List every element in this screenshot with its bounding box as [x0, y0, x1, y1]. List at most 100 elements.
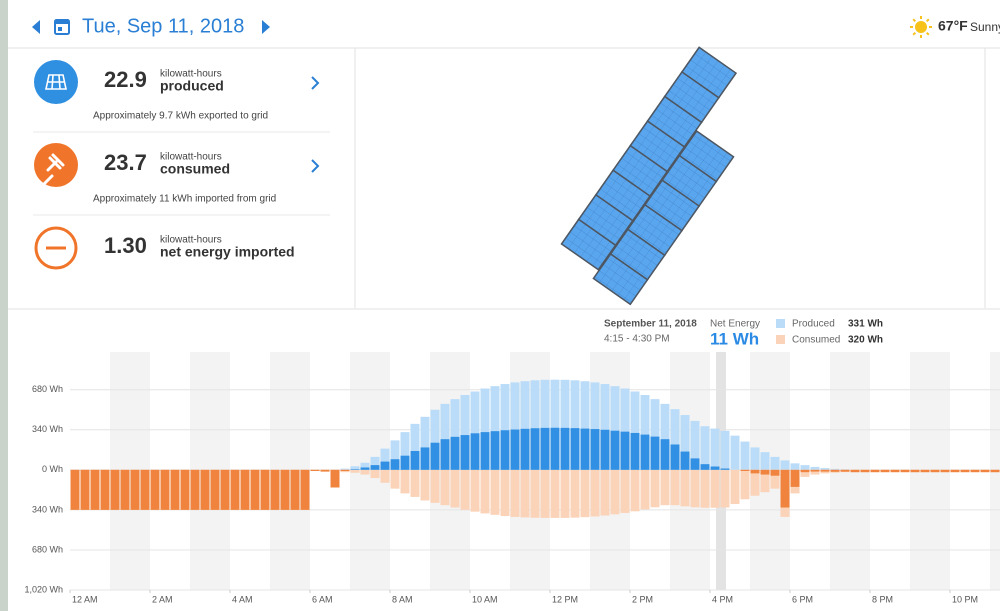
bar: [170, 469, 180, 510]
bar: [140, 469, 150, 510]
bar: [390, 469, 400, 489]
bar: [670, 444, 680, 470]
bar: [520, 428, 530, 470]
stat-unit: kilowatt-hours: [160, 235, 222, 246]
bar: [510, 469, 520, 517]
bar: [580, 428, 590, 470]
bar: [550, 469, 560, 518]
bar: [110, 469, 120, 510]
bar: [550, 379, 560, 470]
bar: [590, 469, 600, 517]
bar: [600, 469, 610, 516]
stat-consumed[interactable]: 23.7 kilowatt-hours consumed Approximate…: [34, 143, 320, 205]
solar-array: [560, 46, 738, 306]
bars: [70, 379, 1000, 518]
bar: [200, 469, 210, 510]
bar: [350, 469, 360, 470]
bar: [480, 469, 490, 514]
bar: [570, 380, 580, 470]
bar: [450, 469, 460, 508]
bar: [610, 386, 620, 470]
bar: [430, 409, 440, 470]
bar: [660, 439, 670, 470]
panel: [678, 129, 735, 183]
bar: [260, 469, 270, 510]
bar: [180, 469, 190, 510]
plug-glyph: [42, 153, 65, 186]
bar: [350, 469, 360, 473]
bar: [800, 465, 810, 470]
bar: [530, 469, 540, 518]
axes: 680 Wh 340 Wh 0 Wh 340 Wh 680 Wh 1,020 Wh 12 A…: [24, 384, 978, 604]
bar: [730, 435, 740, 470]
bar: [620, 469, 630, 513]
bar: [710, 428, 720, 470]
next-day[interactable]: [262, 20, 270, 34]
bar: [490, 431, 500, 470]
bar: [710, 466, 720, 470]
tooltip-net-value: 11 Wh: [710, 329, 759, 348]
bar: [540, 469, 550, 518]
bar: [360, 462, 370, 470]
bar: [840, 469, 850, 472]
bar: [530, 380, 540, 470]
bar: [500, 384, 510, 470]
bar: [750, 469, 760, 496]
bar: [310, 469, 320, 471]
bar: [430, 469, 440, 503]
stat-label: net energy imported: [160, 244, 295, 260]
stat-produced[interactable]: 22.9 kilowatt-hours produced Approximate…: [34, 60, 320, 122]
bar: [430, 442, 440, 470]
x-tick-label: 4 PM: [712, 594, 733, 604]
stat-note: Approximately 9.7 kWh exported to grid: [93, 111, 268, 122]
x-tick-label: 6 PM: [792, 594, 813, 604]
legend-swatch: [776, 319, 785, 328]
bar: [790, 463, 800, 470]
bar: [350, 466, 360, 470]
bar: [960, 469, 970, 473]
bar: [650, 436, 660, 470]
bar: [640, 469, 650, 510]
x-tick-label: 10 PM: [952, 594, 978, 604]
bar: [910, 469, 920, 473]
date[interactable]: Tue, Sep 11, 2018: [82, 15, 244, 37]
bar: [480, 432, 490, 470]
bar: [770, 456, 780, 470]
calendar-icon: [54, 19, 70, 35]
bar: [830, 468, 840, 470]
bar: [460, 469, 470, 510]
bar: [460, 395, 470, 470]
bar: [460, 435, 470, 470]
y-tick-label: 680 Wh: [32, 384, 63, 394]
bar: [420, 416, 430, 470]
bar: [190, 469, 200, 510]
panel-glyph: [45, 74, 67, 90]
bar: [850, 469, 860, 473]
x-tick-label: 2 PM: [632, 594, 653, 604]
bar: [990, 469, 1000, 473]
bar: [890, 469, 900, 473]
prev-day[interactable]: [32, 20, 40, 34]
bar: [760, 469, 770, 493]
bar: [590, 382, 600, 470]
bar: [680, 415, 690, 470]
x-tick-label: 6 AM: [312, 594, 333, 604]
bar: [720, 430, 730, 470]
bar: [640, 434, 650, 470]
bar: [250, 469, 260, 510]
bar: [680, 451, 690, 470]
bar: [400, 469, 410, 494]
bar: [370, 469, 380, 479]
bar: [410, 450, 420, 470]
bar: [120, 469, 130, 510]
bar: [390, 459, 400, 470]
bar: [380, 461, 390, 470]
x-tick-label: 12 AM: [72, 594, 98, 604]
bar: [820, 468, 830, 470]
legend-swatch: [776, 335, 785, 344]
bar: [760, 469, 770, 475]
bar: [470, 433, 480, 470]
x-tick-label: 8 AM: [392, 594, 413, 604]
bar: [950, 469, 960, 473]
stat-label: consumed: [160, 161, 230, 177]
